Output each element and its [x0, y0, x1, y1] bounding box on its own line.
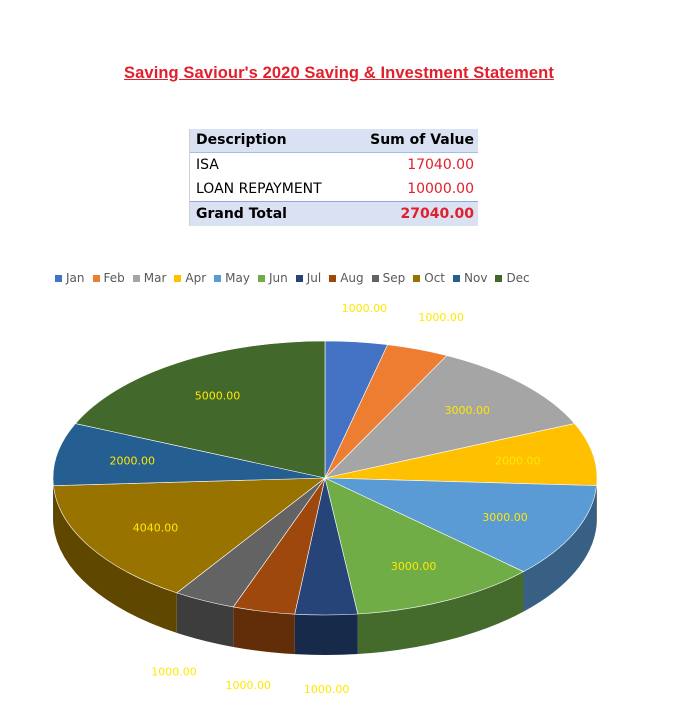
slice-side-aug[interactable]: [233, 606, 295, 655]
legend-label: Aug: [340, 271, 364, 285]
legend-label: Nov: [464, 271, 488, 285]
pivot-table: Description Sum of Value ISA 17040.00 LO…: [189, 129, 478, 226]
slice-side-oct[interactable]: [53, 485, 177, 633]
legend-item-apr[interactable]: Apr: [174, 270, 206, 286]
legend-item-aug[interactable]: Aug: [329, 270, 364, 286]
legend-swatch: [413, 274, 421, 282]
legend-label: Jul: [306, 271, 322, 285]
slice-oct[interactable]: [53, 477, 326, 594]
slice-jun[interactable]: [324, 477, 525, 615]
data-label-apr: 2000.00: [495, 455, 541, 468]
slice-may[interactable]: [324, 477, 597, 573]
pie-sides: [53, 478, 597, 655]
legend-item-oct[interactable]: Oct: [413, 270, 445, 286]
pie-chart: 1000.00 1000.00 3000.00 2000.00 3000.00 3000.…: [52, 302, 598, 696]
slice-dec[interactable]: [74, 340, 326, 479]
legend-item-feb[interactable]: Feb: [92, 270, 125, 286]
legend-swatch: [257, 274, 265, 282]
data-label-sep: 1000.00: [151, 665, 197, 678]
pivot-header-row: Description Sum of Value: [190, 129, 478, 153]
legend-swatch: [495, 274, 503, 282]
data-label-mar: 3000.00: [445, 404, 491, 417]
legend-label: Feb: [103, 271, 125, 285]
legend-item-mar[interactable]: Mar: [132, 270, 167, 286]
pie-data-labels: 1000.00 1000.00 3000.00 2000.00 3000.00 3000.…: [109, 302, 540, 696]
data-label-may: 3000.00: [482, 511, 528, 524]
grand-total-label: Grand Total: [196, 206, 287, 222]
legend-label: Jan: [66, 271, 85, 285]
legend-label: May: [225, 271, 250, 285]
pivot-row-label: LOAN REPAYMENT: [196, 181, 322, 197]
slice-side-sep[interactable]: [176, 592, 234, 647]
data-label-jun: 3000.00: [391, 560, 437, 573]
data-label-jul: 1000.00: [304, 683, 350, 696]
legend-item-jun[interactable]: Jun: [257, 270, 288, 286]
legend-label: Dec: [506, 271, 530, 285]
legend-item-nov[interactable]: Nov: [453, 270, 487, 286]
data-label-feb: 1000.00: [418, 311, 464, 324]
data-label-oct: 4040.00: [133, 521, 179, 534]
legend-item-dec[interactable]: Dec: [495, 270, 530, 286]
legend-swatch: [214, 274, 222, 282]
legend-label: Apr: [185, 271, 207, 285]
legend-item-jul[interactable]: Jul: [295, 270, 322, 286]
pivot-header-description[interactable]: Description: [196, 132, 287, 148]
slice-side-may[interactable]: [523, 485, 597, 612]
pivot-row-value: 17040.00: [407, 157, 474, 173]
data-label-dec: 5000.00: [195, 390, 241, 403]
slice-mar[interactable]: [324, 355, 576, 479]
data-label-nov: 2000.00: [109, 455, 155, 468]
legend-item-may[interactable]: May: [214, 270, 250, 286]
grand-total-value: 27040.00: [400, 206, 474, 222]
legend-swatch: [371, 274, 379, 282]
legend-swatch: [453, 274, 461, 282]
data-label-jan: 1000.00: [342, 302, 388, 315]
pivot-row-value: 10000.00: [407, 181, 474, 197]
legend-swatch: [132, 274, 140, 282]
data-label-aug: 1000.00: [225, 679, 271, 692]
legend-item-jan[interactable]: Jan: [55, 270, 85, 286]
pivot-header-value[interactable]: Sum of Value: [370, 132, 474, 148]
legend-swatch: [55, 274, 62, 282]
legend-swatch: [92, 274, 100, 282]
legend-label: Sep: [382, 271, 406, 285]
pivot-row-isa[interactable]: ISA 17040.00: [190, 153, 478, 177]
legend-label: Oct: [424, 271, 446, 285]
chart-legend: Jan Feb Mar Apr May Jun Jul Aug Sep Oct Nov Dec: [55, 270, 538, 286]
legend-swatch: [174, 274, 182, 282]
slice-apr[interactable]: [324, 423, 598, 486]
legend-swatch: [295, 274, 303, 282]
legend-label: Mar: [143, 271, 167, 285]
pivot-grand-total-row[interactable]: Grand Total 27040.00: [190, 201, 478, 226]
legend-label: Jun: [268, 271, 288, 285]
slice-nov[interactable]: [52, 423, 326, 486]
pivot-row-label: ISA: [196, 157, 219, 173]
slice-side-jul[interactable]: [294, 614, 358, 655]
legend-swatch: [329, 274, 337, 282]
pie-tops: [52, 340, 598, 616]
legend-item-sep[interactable]: Sep: [371, 270, 406, 286]
slice-side-jun[interactable]: [357, 571, 524, 655]
pivot-row-loan-repayment[interactable]: LOAN REPAYMENT 10000.00: [190, 177, 478, 201]
chart-title: Saving Saviour's 2020 Saving & Investmen…: [124, 64, 554, 82]
